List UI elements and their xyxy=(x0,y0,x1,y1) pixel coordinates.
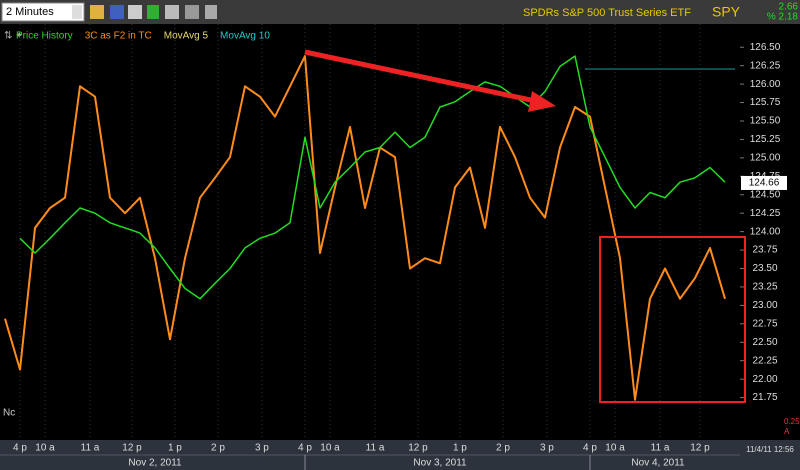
y-tick-label: 125.50 xyxy=(750,116,781,127)
y-tick-label: 23.25 xyxy=(752,282,777,293)
y-tick-label: 124.25 xyxy=(750,208,781,219)
x-tick-label: 11 a xyxy=(366,443,385,454)
x-tick-label: 1 p xyxy=(453,443,467,454)
print-icon[interactable] xyxy=(165,5,179,19)
legend-entry: MovAvg 10 xyxy=(220,31,270,42)
x-tick-label: 1 p xyxy=(168,443,182,454)
dollar-icon[interactable] xyxy=(147,5,159,19)
last-price-label: 124.66 xyxy=(749,178,780,189)
legend-entry: MovAvg 5 xyxy=(164,31,209,42)
x-tick-label: 2 p xyxy=(496,443,510,454)
y-tick-label: 124.00 xyxy=(750,226,781,237)
change: 2.66 xyxy=(779,2,799,13)
series-line xyxy=(4,55,726,401)
options-icon[interactable] xyxy=(185,5,199,19)
y-tick-label: 21.75 xyxy=(752,392,777,403)
y-tick-label: 126.50 xyxy=(750,42,781,53)
x-tick-label: 10 a xyxy=(320,443,340,454)
symbol: SPY xyxy=(712,4,741,20)
x-tick-label: 4 p xyxy=(13,443,27,454)
annotation-box xyxy=(599,236,746,403)
x-tick-label: 4 p xyxy=(298,443,312,454)
plot xyxy=(4,24,726,440)
y-tick-label: 23.50 xyxy=(752,263,777,274)
y-tick-label: 125.25 xyxy=(750,134,781,145)
series-line xyxy=(19,55,726,300)
lock-icon[interactable] xyxy=(90,5,104,19)
y-tick-label: 23.00 xyxy=(752,300,777,311)
y-tick-label: 23.75 xyxy=(752,245,777,256)
edit-icon[interactable] xyxy=(128,5,142,19)
y-tick-label: 125.00 xyxy=(750,153,781,164)
change-pct: % 2.18 xyxy=(767,12,799,23)
date-label: Nov 2, 2011 xyxy=(128,458,182,469)
y-tick-label: 22.75 xyxy=(752,318,777,329)
last-price-tag xyxy=(741,175,787,190)
date-label: Nov 3, 2011 xyxy=(413,458,467,469)
y-tick-label: 126.25 xyxy=(750,60,781,71)
interval-select[interactable] xyxy=(1,2,85,22)
corner-label: Nc xyxy=(3,408,15,419)
legend-entry: 3C as F2 in TC xyxy=(85,31,152,42)
plot-background xyxy=(0,24,800,440)
x-tick-label: 11 a xyxy=(81,443,100,454)
help-icon[interactable] xyxy=(205,5,217,19)
scale-letter: A xyxy=(784,427,790,436)
x-tick-label: 10 a xyxy=(605,443,625,454)
scale-note: 0.25 xyxy=(784,417,800,426)
interval-label: 2 Minutes xyxy=(6,6,54,18)
save-icon[interactable] xyxy=(110,5,124,19)
legend-entry: Price History xyxy=(16,31,73,42)
y-tick-label: 124.50 xyxy=(750,189,781,200)
timestamp: 11/4/11 12:56 xyxy=(746,445,794,454)
legend-arrows: ⇅ ✦ xyxy=(4,31,24,42)
x-tick-label: 4 p xyxy=(583,443,597,454)
dropdown-button[interactable] xyxy=(72,5,82,19)
y-tick-label: 22.50 xyxy=(752,337,777,348)
x-tick-label: 12 p xyxy=(690,443,710,454)
x-tick-label: 2 p xyxy=(211,443,225,454)
security-name: SPDRs S&P 500 Trust Series ETF xyxy=(523,7,691,19)
y-tick-label: 22.25 xyxy=(752,355,777,366)
x-tick-label: 12 p xyxy=(408,443,428,454)
x-tick-label: 10 a xyxy=(35,443,55,454)
date-label: Nov 4, 2011 xyxy=(631,458,685,469)
x-tick-label: 3 p xyxy=(540,443,554,454)
annotation-arrowhead xyxy=(528,91,556,112)
y-tick-label: 22.00 xyxy=(752,374,777,385)
y-tick-label: 125.75 xyxy=(750,97,781,108)
x-tick-label: 12 p xyxy=(122,443,142,454)
annotation-arrow xyxy=(304,49,541,105)
y-tick-label: 126.00 xyxy=(750,79,781,90)
x-tick-label: 3 p xyxy=(255,443,269,454)
x-tick-label: 11 a xyxy=(651,443,670,454)
